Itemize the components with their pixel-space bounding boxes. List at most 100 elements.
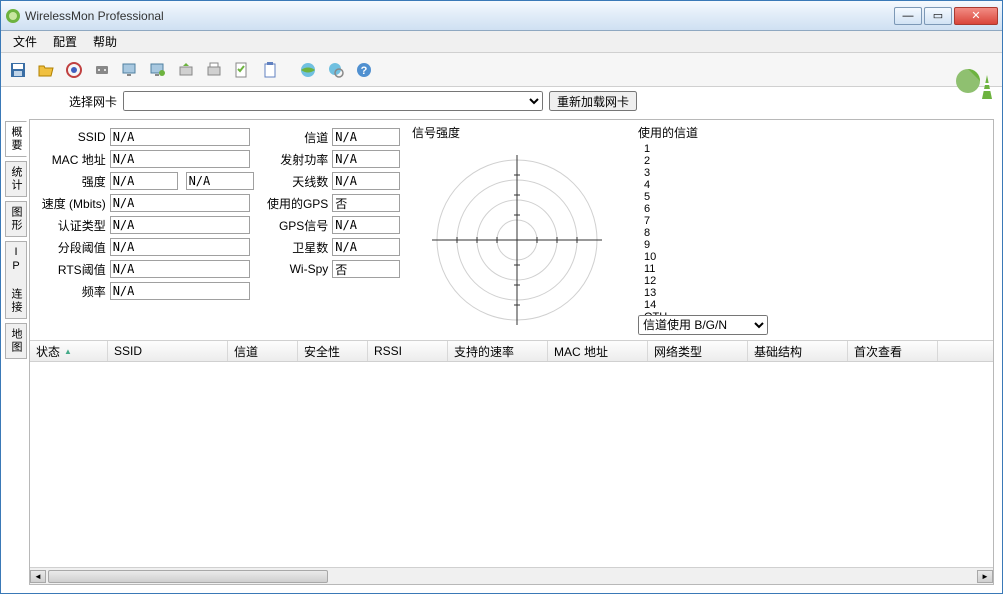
menu-help[interactable]: 帮助 — [85, 31, 125, 52]
antenna-label: 天线数 — [261, 172, 332, 190]
channel-item: 12 — [644, 275, 782, 287]
channel-item: 14 — [644, 299, 782, 311]
vtab-graph[interactable]: 图形 — [5, 201, 27, 237]
help-icon[interactable]: ? — [351, 57, 377, 83]
col-status[interactable]: 状态▲ — [30, 341, 108, 361]
strength2-field[interactable] — [186, 172, 254, 190]
channel-item: 8 — [644, 227, 782, 239]
ssid-label: SSID — [36, 128, 110, 146]
sort-asc-icon: ▲ — [64, 347, 72, 356]
strength-field[interactable] — [110, 172, 178, 190]
channel-item: 6 — [644, 203, 782, 215]
scroll-right-icon[interactable]: ► — [977, 570, 993, 583]
nic-select[interactable] — [123, 91, 543, 111]
save-icon[interactable] — [5, 57, 31, 83]
auth-label: 认证类型 — [36, 216, 110, 234]
table-header: 状态▲SSID信道安全性RSSI支持的速率MAC 地址网络类型基础结构首次查看 — [30, 340, 993, 362]
col-channel[interactable]: 信道 — [228, 341, 298, 361]
col-infra[interactable]: 基础结构 — [748, 341, 848, 361]
fields-panel: SSID 信道 MAC 地址 发射功率 强度 天线数 — [36, 124, 406, 336]
searchglobe-icon[interactable] — [323, 57, 349, 83]
channel-item: 11 — [644, 263, 782, 275]
check-icon[interactable] — [229, 57, 255, 83]
scroll-left-icon[interactable]: ◄ — [30, 570, 46, 583]
speed-label: 速度 (Mbits) — [36, 194, 110, 212]
reload-nic-button[interactable]: 重新加载网卡 — [549, 91, 637, 111]
vtab-stats[interactable]: 统计 — [5, 161, 27, 197]
col-rssi[interactable]: RSSI — [368, 341, 448, 361]
channel-field[interactable] — [332, 128, 400, 146]
main-panel: SSID 信道 MAC 地址 发射功率 强度 天线数 — [29, 119, 994, 585]
app-icon — [5, 8, 21, 24]
vtab-map[interactable]: 地图 — [5, 323, 27, 359]
open-icon[interactable] — [33, 57, 59, 83]
gps-field[interactable] — [332, 194, 400, 212]
target-icon[interactable] — [61, 57, 87, 83]
minimize-button[interactable]: — — [894, 7, 922, 25]
col-mac[interactable]: MAC 地址 — [548, 341, 648, 361]
rts-field[interactable] — [110, 260, 250, 278]
gpssig-field[interactable] — [332, 216, 400, 234]
channel-item: 7 — [644, 215, 782, 227]
export-icon[interactable] — [173, 57, 199, 83]
menu-config[interactable]: 配置 — [45, 31, 85, 52]
frag-field[interactable] — [110, 238, 250, 256]
ssid-field[interactable] — [110, 128, 250, 146]
networks-table: 状态▲SSID信道安全性RSSI支持的速率MAC 地址网络类型基础结构首次查看 … — [30, 340, 993, 584]
freq-label: 频率 — [36, 282, 110, 300]
maximize-button[interactable]: ▭ — [924, 7, 952, 25]
speed-field[interactable] — [110, 194, 250, 212]
menu-file[interactable]: 文件 — [5, 31, 45, 52]
channels-list: 1234567891011121314OTH — [638, 143, 788, 313]
upper-panel: SSID 信道 MAC 地址 发射功率 强度 天线数 — [30, 120, 993, 340]
horizontal-scrollbar[interactable]: ◄ ► — [30, 567, 993, 584]
gps-label: 使用的GPS — [261, 194, 332, 212]
menu-bar: 文件 配置 帮助 — [1, 31, 1002, 53]
frag-label: 分段阈值 — [36, 238, 110, 256]
col-security[interactable]: 安全性 — [298, 341, 368, 361]
rts-label: RTS阈值 — [36, 260, 110, 278]
monitor1-icon[interactable] — [117, 57, 143, 83]
title-bar[interactable]: WirelessMon Professional — ▭ ✕ — [1, 1, 1002, 31]
vtab-summary[interactable]: 概要 — [5, 121, 27, 157]
wispy-field[interactable] — [332, 260, 400, 278]
brand-icon — [954, 65, 994, 105]
sat-label: 卫星数 — [261, 238, 332, 256]
signal-panel: 信号强度 — [412, 124, 632, 336]
signal-radar — [412, 145, 622, 335]
globe-icon[interactable] — [295, 57, 321, 83]
freq-field[interactable] — [110, 282, 250, 300]
vertical-tabs: 概要 统计 图形 IP 连接 地图 — [5, 119, 27, 585]
table-body[interactable] — [30, 362, 993, 567]
auth-field[interactable] — [110, 216, 250, 234]
channel-usage-select[interactable]: 信道使用 B/G/N — [638, 315, 768, 335]
print-icon[interactable] — [201, 57, 227, 83]
channels-title: 使用的信道 — [638, 124, 987, 141]
scroll-thumb[interactable] — [48, 570, 328, 583]
channel-item: 13 — [644, 287, 782, 299]
vtab-ipconn[interactable]: IP 连接 — [5, 241, 27, 319]
monitor2-icon[interactable] — [145, 57, 171, 83]
col-firstseen[interactable]: 首次查看 — [848, 341, 938, 361]
col-nettype[interactable]: 网络类型 — [648, 341, 748, 361]
close-button[interactable]: ✕ — [954, 7, 998, 25]
mac-field[interactable] — [110, 150, 250, 168]
app-window: WirelessMon Professional — ▭ ✕ 文件 配置 帮助 … — [0, 0, 1003, 594]
col-ssid[interactable]: SSID — [108, 341, 228, 361]
clipboard-icon[interactable] — [257, 57, 283, 83]
txpower-label: 发射功率 — [261, 150, 332, 168]
gpssig-label: GPS信号 — [261, 216, 332, 234]
content-area: 概要 统计 图形 IP 连接 地图 SSID 信道 MAC 地址 — [1, 115, 1002, 593]
channel-item: 4 — [644, 179, 782, 191]
window-title: WirelessMon Professional — [25, 9, 894, 23]
channel-item: 1 — [644, 143, 782, 155]
antenna-field[interactable] — [332, 172, 400, 190]
settings-icon[interactable] — [89, 57, 115, 83]
wispy-label: Wi-Spy — [261, 260, 332, 278]
sat-field[interactable] — [332, 238, 400, 256]
channel-item: 5 — [644, 191, 782, 203]
signal-title: 信号强度 — [412, 124, 632, 141]
col-rates[interactable]: 支持的速率 — [448, 341, 548, 361]
txpower-field[interactable] — [332, 150, 400, 168]
nic-label: 选择网卡 — [69, 93, 117, 110]
